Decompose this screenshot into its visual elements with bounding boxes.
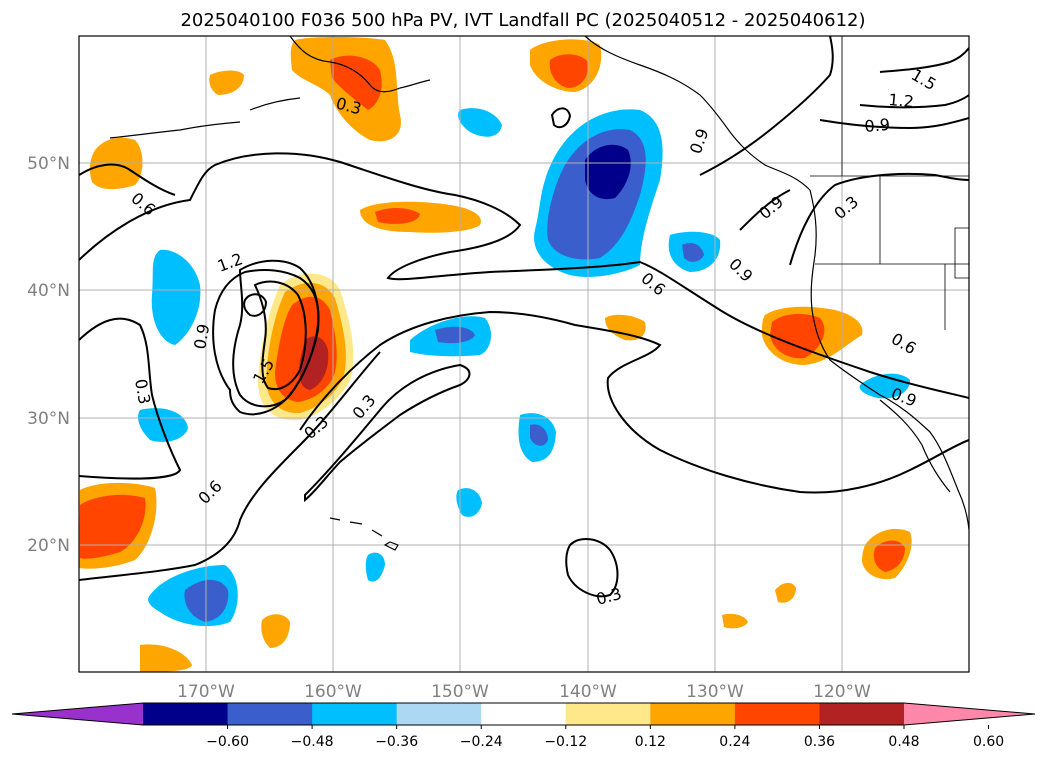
negative-anomaly-region (138, 408, 188, 442)
latitude-labels: 50°N 40°N 30°N 20°N (27, 154, 70, 556)
contour-1.2 (859, 94, 969, 109)
positive-anomaly-region (775, 582, 796, 603)
aleutian-islands (109, 97, 301, 139)
coastlines (109, 36, 969, 551)
contour-0.6 (699, 36, 834, 176)
contour-0.3 (79, 317, 182, 480)
positive-anomaly-region (770, 313, 825, 359)
contour-0.3 (304, 363, 471, 503)
negative-anomaly-region (365, 552, 385, 582)
positive-anomaly-region (140, 644, 192, 672)
contour-0.9 (739, 189, 791, 231)
colorbar-segment (143, 703, 229, 725)
negative-anomaly-region (151, 249, 201, 345)
gulf-of-alaska-coast (584, 36, 811, 191)
contour-0.6 (79, 163, 176, 196)
negative-anomaly-region (435, 326, 475, 344)
lon-label: 120°W (813, 682, 871, 702)
lon-label: 170°W (177, 682, 235, 702)
colorbar-outline (11, 702, 1036, 726)
positive-anomaly-region (605, 314, 646, 341)
contour-circle (243, 293, 268, 317)
lat-label: 40°N (27, 281, 70, 301)
colorbar-segment (396, 703, 482, 725)
colorbar-tick-label: 0.48 (888, 734, 919, 750)
positive-anomaly-region (80, 494, 146, 559)
lon-label: 130°W (686, 682, 744, 702)
colorbar-segments (12, 703, 1035, 725)
contour-circle (550, 107, 572, 129)
pv-contours (79, 36, 969, 598)
negative-anomaly-region (458, 108, 502, 137)
north-america-west-coast (809, 189, 969, 531)
colorbar: −0.60 −0.48 −0.36 −0.24 −0.12 0.12 0.24 0.36 0.4… (11, 702, 1036, 750)
colorbar-segment (227, 703, 313, 725)
lon-label: 150°W (431, 682, 489, 702)
ivt-pc-fill (79, 37, 912, 672)
colorbar-tick-label: 0.24 (719, 734, 750, 750)
positive-anomaly-region (549, 54, 589, 88)
lat-label: 50°N (27, 154, 70, 174)
baja-california (879, 399, 951, 493)
colorbar-segment (734, 703, 820, 725)
positive-anomaly-region (722, 613, 748, 629)
colorbar-tick-label: 0.60 (973, 734, 1004, 750)
colorbar-tick-label: −0.36 (375, 734, 418, 750)
positive-anomaly-region (299, 336, 329, 390)
contour-1.5 (253, 280, 307, 390)
negative-anomaly-region (682, 243, 704, 262)
lon-label: 140°W (559, 682, 617, 702)
contour-label: 1.2 (888, 90, 915, 111)
contour-1.5 (879, 47, 969, 73)
lat-label: 20°N (27, 536, 70, 556)
hawaii-islands (329, 517, 399, 551)
contour-0.9 (212, 269, 320, 416)
colorbar-extend-min (12, 703, 143, 725)
colorbar-ticks: −0.60 −0.48 −0.36 −0.24 −0.12 0.12 0.24 0.36 0.4… (206, 725, 1004, 750)
colorbar-tick-label: −0.12 (544, 734, 587, 750)
lon-label: 160°W (304, 682, 362, 702)
positive-anomaly-region (330, 55, 382, 110)
longitude-labels: 170°W 160°W 150°W 140°W 130°W 120°W (177, 682, 871, 702)
negative-anomaly-region (585, 144, 631, 200)
map-title: 2025040100 F036 500 hPa PV, IVT Landfall… (180, 10, 865, 31)
colorbar-segment (565, 703, 651, 725)
colorbar-segment (819, 703, 905, 725)
contour-0.6 (79, 351, 381, 581)
colorbar-tick-label: −0.60 (206, 734, 249, 750)
contour-0.3 (789, 172, 969, 266)
negative-anomaly-region (530, 424, 548, 446)
contour-label: 0.9 (190, 322, 213, 350)
lat-label: 30°N (27, 409, 70, 429)
positive-anomaly-region (261, 614, 290, 648)
contour-label: 0.9 (864, 115, 891, 136)
positive-anomaly-region (873, 540, 905, 572)
colorbar-tick-label: −0.48 (291, 734, 334, 750)
contour-0.3 (565, 538, 619, 598)
contour-0.3 (299, 310, 969, 494)
map-panel: 0.6 1.2 0.9 1.5 0.3 0.3 0.3 0.6 0.3 0.6 … (79, 36, 969, 672)
contour-label: 0.3 (131, 377, 154, 405)
colorbar-segment (312, 703, 398, 725)
contour-0.9 (819, 117, 969, 130)
contour-0.6 (79, 152, 969, 399)
colorbar-segment (481, 703, 567, 725)
alaska-coast (289, 36, 431, 93)
positive-anomaly-region (209, 70, 244, 95)
colorbar-segment (650, 703, 736, 725)
gridlines (79, 36, 969, 672)
negative-anomaly-region (456, 488, 482, 517)
colorbar-tick-label: 0.12 (635, 734, 666, 750)
colorbar-tick-label: 0.36 (804, 734, 835, 750)
map-frame (78, 35, 970, 673)
state-borders (815, 36, 969, 330)
colorbar-tick-label: −0.24 (460, 734, 503, 750)
colorbar-extend-max (904, 703, 1035, 725)
contour-1.2 (232, 259, 320, 408)
positive-anomaly-region (375, 208, 420, 224)
